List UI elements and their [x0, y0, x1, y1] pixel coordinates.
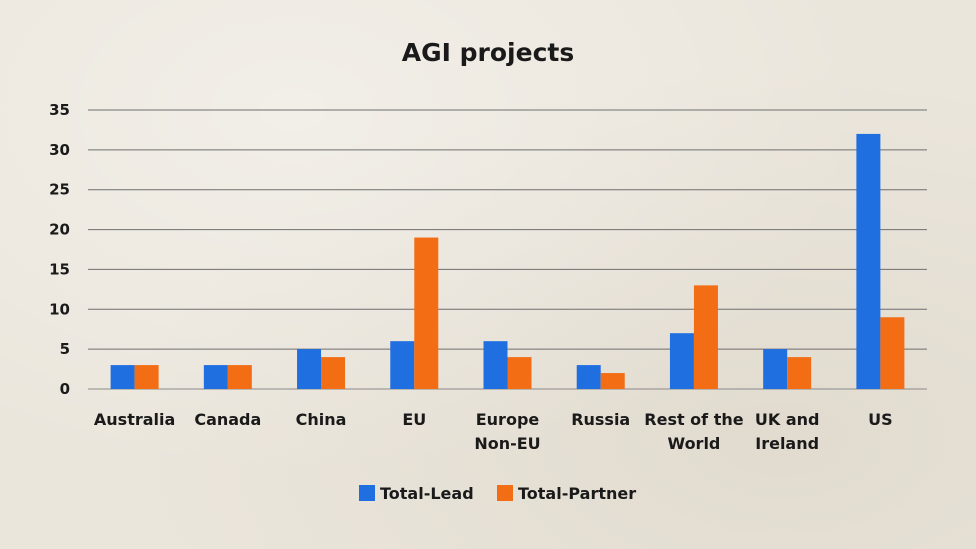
bar-total-partner-1 [227, 365, 252, 389]
bar-total-lead-8 [856, 133, 881, 389]
x-axis: Australia Canada China EU Europe Non-EU Russia… [94, 410, 893, 453]
y-tick-label: 0 [60, 380, 70, 398]
y-tick-label: 35 [49, 101, 70, 119]
x-tick-label: China [296, 410, 347, 429]
bar-total-partner-2 [321, 357, 346, 389]
x-tick-label: US [868, 410, 893, 429]
bar-total-partner-0 [134, 365, 159, 389]
x-tick-label: World [667, 434, 720, 453]
y-tick-label: 5 [60, 340, 70, 358]
bar-total-lead-1 [203, 365, 228, 389]
bar-total-partner-5 [600, 373, 625, 389]
y-tick-label: 15 [49, 260, 70, 278]
y-tick-label: 20 [49, 221, 70, 239]
bar-total-partner-4 [507, 357, 532, 389]
x-tick-label: Australia [94, 410, 175, 429]
y-tick-label: 30 [49, 141, 70, 159]
chart-title: AGI projects [401, 38, 575, 67]
legend-label: Total-Partner [518, 484, 636, 503]
bar-series [110, 133, 905, 389]
x-tick-label: Ireland [755, 434, 819, 453]
bar-total-lead-7 [763, 349, 788, 389]
x-tick-label: Rest of the [644, 410, 743, 429]
bar-total-lead-4 [483, 341, 508, 389]
legend-swatch [359, 485, 375, 501]
x-tick-label: EU [402, 410, 426, 429]
bar-total-partner-3 [414, 237, 439, 389]
bar-total-partner-6 [693, 285, 718, 389]
bar-total-partner-8 [880, 317, 905, 389]
y-tick-label: 10 [49, 300, 70, 318]
bar-total-partner-7 [787, 357, 812, 389]
y-tick-label: 25 [49, 181, 70, 199]
y-axis: 0 5 10 15 20 25 30 35 [49, 101, 70, 398]
legend: Total-Lead Total-Partner [359, 484, 636, 503]
x-tick-label: Canada [194, 410, 261, 429]
bar-total-lead-6 [669, 333, 694, 389]
legend-label: Total-Lead [380, 484, 474, 503]
bar-total-lead-3 [390, 341, 415, 389]
x-tick-label: Non-EU [474, 434, 540, 453]
bar-total-lead-0 [110, 365, 135, 389]
x-tick-label: Europe [476, 410, 540, 429]
bar-total-lead-2 [297, 349, 322, 389]
bar-total-lead-5 [576, 365, 601, 389]
x-tick-label: Russia [571, 410, 630, 429]
legend-swatch [497, 485, 513, 501]
x-tick-label: UK and [755, 410, 820, 429]
